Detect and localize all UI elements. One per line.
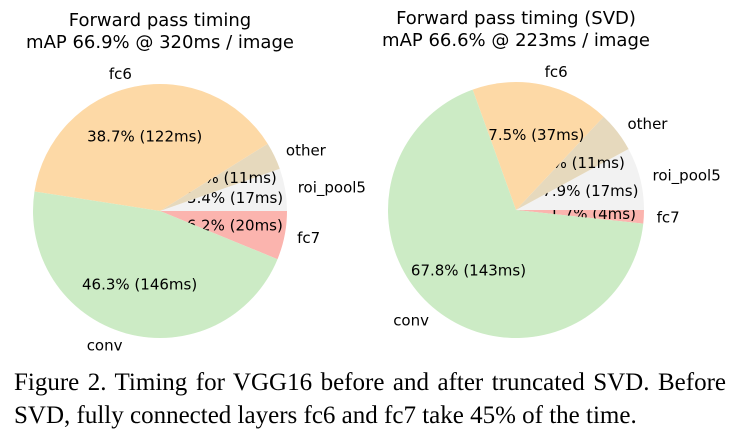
slice-value-fc6: 17.5% (37ms) (479, 126, 585, 144)
slice-label-fc6: fc6 (545, 63, 568, 81)
slice-label-fc7: fc7 (297, 229, 320, 247)
chart-title-line-2: mAP 66.6% @ 223ms / image (382, 30, 650, 51)
pie-slice-fc6 (472, 82, 604, 210)
slice-label-roi-pool5: roi_pool5 (653, 166, 721, 185)
chart-title-line-1: Forward pass timing (69, 10, 251, 31)
slice-label-roi-pool5: roi_pool5 (298, 178, 366, 197)
pie-slice-fc7 (516, 210, 644, 224)
pie-slice-fc7 (160, 211, 287, 260)
slice-label-conv: conv (87, 337, 123, 355)
slice-label-fc6: fc6 (109, 65, 132, 83)
pie-slice-other (160, 143, 280, 211)
slice-value-fc6: 38.7% (122ms) (87, 127, 202, 145)
slice-value-roi-pool5: 7.9% (17ms) (542, 182, 638, 200)
slice-label-other: other (286, 141, 327, 159)
slice-value-conv: 67.8% (143ms) (411, 261, 526, 279)
pie-slice-other (516, 116, 629, 210)
pie-chart-after-svd: Forward pass timing (SVD)mAP 66.6% @ 223… (382, 8, 721, 339)
slice-value-roi-pool5: 5.4% (17ms) (187, 189, 283, 207)
slice-label-conv: conv (393, 312, 429, 330)
slice-label-fc7: fc7 (657, 209, 680, 227)
slice-value-conv: 46.3% (146ms) (82, 275, 197, 293)
chart-title-line-2: mAP 66.9% @ 320ms / image (26, 32, 294, 53)
pie-slice-conv (33, 191, 278, 338)
chart-title-line-1: Forward pass timing (SVD) (396, 8, 636, 29)
pie-slice-roi-pool5 (160, 168, 287, 211)
slice-label-other: other (628, 115, 669, 133)
pie-slice-conv (387, 89, 644, 339)
pie-slice-fc6 (34, 84, 268, 211)
slice-value-fc7: 6.2% (20ms) (187, 217, 283, 235)
figure-caption: Figure 2. Timing for VGG16 before and af… (14, 369, 726, 429)
pie-slice-roi-pool5 (516, 149, 644, 210)
